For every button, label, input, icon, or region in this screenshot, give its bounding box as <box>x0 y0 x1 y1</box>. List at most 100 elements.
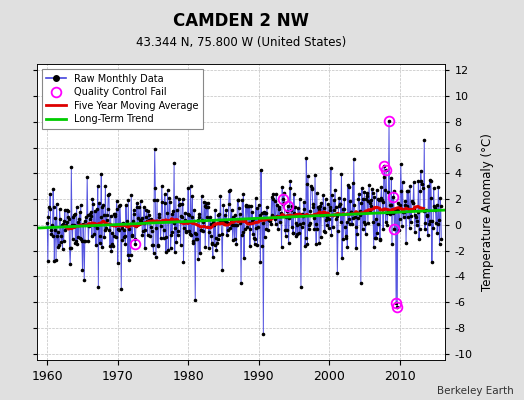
Point <box>392 300 400 306</box>
Point <box>423 213 431 220</box>
Point <box>329 223 337 230</box>
Point <box>398 179 407 185</box>
Point <box>150 146 159 152</box>
Point <box>271 221 280 228</box>
Point <box>111 213 119 219</box>
Point <box>178 201 187 207</box>
Point <box>299 213 307 220</box>
Point <box>396 216 404 222</box>
Point <box>187 183 195 190</box>
Point <box>224 200 233 207</box>
Point <box>355 191 363 198</box>
Point <box>52 256 60 263</box>
Point <box>369 219 377 226</box>
Point <box>344 216 353 222</box>
Point <box>156 219 164 225</box>
Point <box>192 231 200 238</box>
Point <box>198 217 206 223</box>
Point <box>196 250 204 256</box>
Point <box>217 231 226 237</box>
Point <box>96 214 105 220</box>
Point <box>226 225 235 232</box>
Point <box>286 178 294 184</box>
Point <box>256 259 265 265</box>
Point <box>143 218 151 224</box>
Point <box>341 223 349 230</box>
Point <box>214 232 223 238</box>
Point <box>353 230 362 237</box>
Point <box>154 243 162 249</box>
Point <box>311 221 320 227</box>
Point <box>210 222 218 229</box>
Point <box>228 237 237 244</box>
Point <box>277 209 285 216</box>
Point <box>66 245 74 251</box>
Point <box>101 226 109 233</box>
Point <box>249 216 258 222</box>
Point <box>351 214 359 220</box>
Point <box>141 226 149 233</box>
Point <box>119 234 128 240</box>
Point <box>123 217 132 224</box>
Point <box>205 228 213 235</box>
Point <box>206 221 215 227</box>
Point <box>354 196 363 203</box>
Point <box>119 220 127 226</box>
Point <box>436 195 444 202</box>
Point <box>236 211 244 218</box>
Point <box>227 217 235 223</box>
Point <box>269 196 277 202</box>
Point <box>115 203 123 210</box>
Point <box>88 232 96 239</box>
Point <box>331 204 340 210</box>
Point <box>425 177 434 184</box>
Point <box>328 232 336 238</box>
Point <box>175 202 183 208</box>
Point <box>211 242 219 248</box>
Point <box>135 204 143 210</box>
Point <box>160 190 169 197</box>
Point <box>403 188 411 194</box>
Point <box>140 204 148 210</box>
Point <box>125 256 133 263</box>
Point <box>152 224 161 231</box>
Point <box>89 201 97 208</box>
Point <box>256 212 264 219</box>
Point <box>178 214 186 220</box>
Point <box>105 191 113 198</box>
Point <box>56 206 64 212</box>
Point <box>84 212 92 218</box>
Point <box>284 202 292 209</box>
Point <box>433 221 442 227</box>
Point <box>146 233 154 240</box>
Point <box>258 220 267 226</box>
Point <box>319 212 327 218</box>
Point <box>157 222 166 229</box>
Point <box>84 238 93 244</box>
Point <box>397 188 406 195</box>
Point <box>353 210 361 216</box>
Point <box>237 280 245 286</box>
Point <box>92 206 101 212</box>
Point <box>354 215 362 221</box>
Point <box>383 222 391 228</box>
Point <box>381 218 390 225</box>
Point <box>144 231 152 238</box>
Point <box>61 226 70 233</box>
Point <box>339 236 347 242</box>
Point <box>407 213 416 220</box>
Point <box>363 190 371 196</box>
Point <box>257 166 265 173</box>
Point <box>97 244 106 250</box>
Point <box>162 234 171 241</box>
Point <box>321 196 330 203</box>
Point <box>395 227 403 233</box>
Point <box>248 230 257 237</box>
Point <box>77 236 85 242</box>
Point <box>287 207 295 214</box>
Point <box>183 218 191 225</box>
Point <box>412 222 421 228</box>
Point <box>410 206 419 213</box>
Point <box>321 229 329 236</box>
Point <box>130 211 138 218</box>
